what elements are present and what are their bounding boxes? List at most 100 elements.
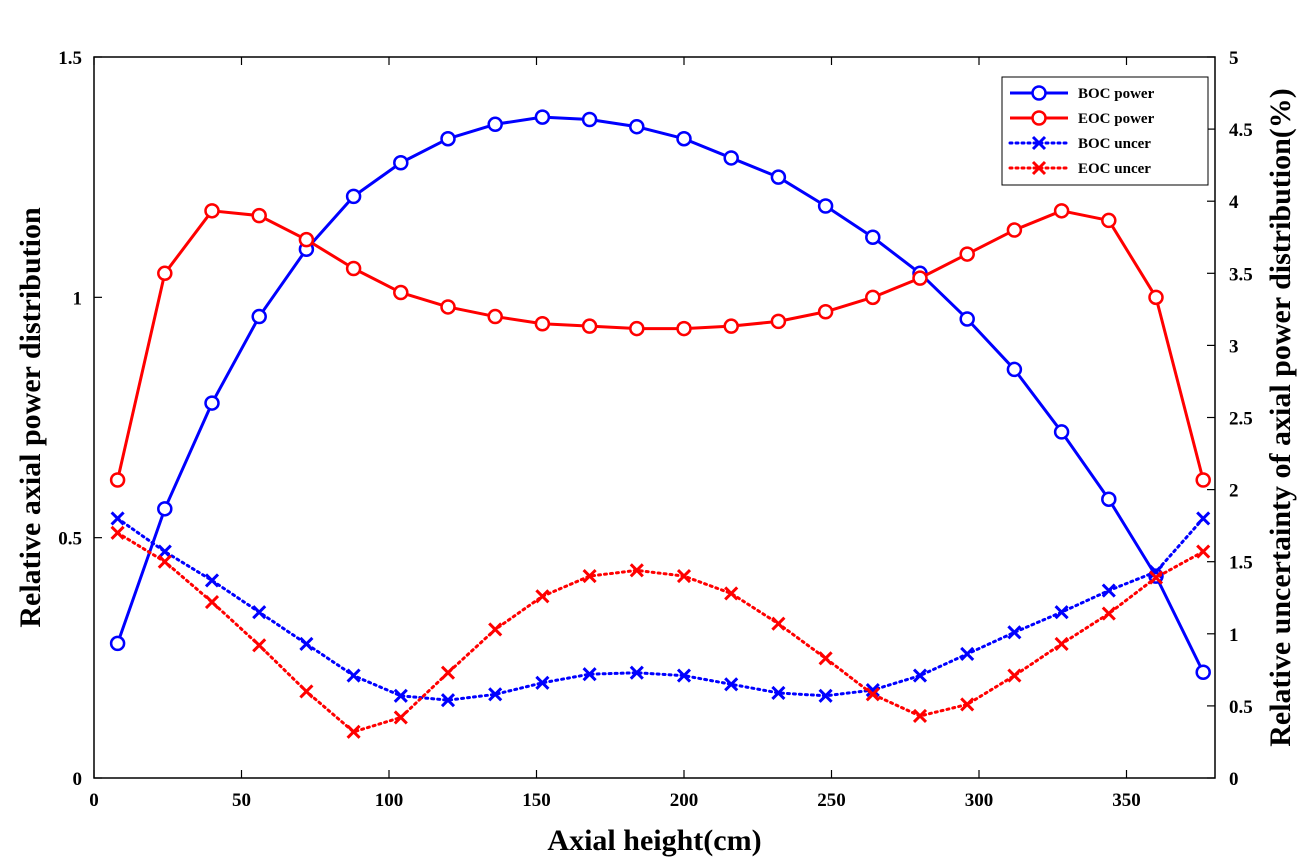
- data-point: [629, 563, 644, 578]
- data-point: [676, 569, 692, 584]
- data-point: [251, 207, 267, 224]
- data-point: [346, 724, 361, 739]
- data-point: [676, 668, 692, 683]
- data-point: [912, 708, 928, 724]
- x-tick-label: 100: [375, 790, 404, 811]
- data-point: [724, 677, 739, 692]
- axes: 0 50 100 150 200 250 300 350 0 0.5 1 1.5 0 0.5 1 1.5 2 2.…: [58, 48, 1253, 811]
- series-boc-uncer: [110, 511, 1211, 708]
- data-point: [204, 595, 220, 610]
- data-point: [157, 501, 173, 517]
- data-point: [346, 668, 361, 683]
- data-point: [912, 668, 928, 683]
- data-point: [581, 318, 598, 334]
- y2-tick-label: 0: [1229, 769, 1239, 790]
- series-boc-power: [109, 109, 1211, 681]
- data-point: [1196, 511, 1211, 526]
- x-tick-label: 0: [89, 790, 99, 811]
- legend: BOC power EOC power BOC uncer EOC uncer: [1001, 76, 1209, 186]
- data-point: [393, 284, 409, 301]
- data-point: [393, 688, 408, 703]
- legend-label: EOC power: [1078, 111, 1155, 127]
- y2-tick-label: 2: [1229, 481, 1239, 502]
- data-point: [676, 130, 692, 147]
- data-point: [865, 687, 880, 702]
- y2-tick-label: 0.5: [1229, 697, 1253, 718]
- data-point: [345, 188, 362, 205]
- legend-marker: [1031, 110, 1047, 126]
- data-point: [1195, 472, 1211, 488]
- data-point: [960, 646, 975, 662]
- data-point: [818, 688, 833, 703]
- data-point: [299, 636, 314, 651]
- y2-tick-label: 2.5: [1229, 409, 1253, 430]
- series-line: [116, 531, 1205, 734]
- data-point: [299, 684, 314, 699]
- data-point: [109, 472, 126, 488]
- data-point: [1054, 605, 1069, 620]
- data-point: [629, 118, 645, 135]
- data-point: [770, 169, 787, 185]
- data-point: [1006, 361, 1023, 378]
- data-point: [817, 198, 834, 214]
- data-point: [1195, 664, 1211, 681]
- data-point: [252, 605, 267, 620]
- data-point: [817, 304, 834, 320]
- series-line: [116, 209, 1205, 481]
- data-point: [1007, 625, 1022, 640]
- data-point: [1101, 212, 1117, 229]
- data-point: [724, 586, 739, 601]
- x-axis-title: Axial height(cm): [547, 824, 761, 857]
- data-point: [110, 525, 125, 540]
- data-point: [723, 318, 739, 334]
- data-point: [581, 111, 598, 128]
- data-point: [534, 109, 551, 125]
- data-point: [1101, 606, 1116, 621]
- data-point: [1196, 544, 1211, 559]
- series-line: [116, 115, 1205, 673]
- data-point: [676, 320, 692, 337]
- series-eoc-uncer: [110, 525, 1211, 739]
- y-axis-title: Relative axial power distribution: [14, 207, 47, 628]
- legend-label: EOC uncer: [1078, 161, 1151, 177]
- data-point: [865, 682, 880, 698]
- y2-tick-label: 4.5: [1229, 120, 1253, 141]
- data-point: [204, 573, 220, 588]
- y2-axis-title: Relative uncertainty of axial power dist…: [1264, 88, 1297, 747]
- data-point: [440, 665, 456, 680]
- data-point: [1101, 583, 1116, 598]
- data-point: [912, 270, 928, 286]
- x-tick-label: 250: [817, 790, 846, 811]
- legend-marker: [1031, 160, 1047, 176]
- data-point: [298, 231, 315, 248]
- plot-series: [109, 109, 1211, 739]
- data-point: [488, 687, 503, 702]
- data-point: [1148, 570, 1164, 585]
- data-point: [1101, 491, 1117, 507]
- y-tick-label: 1: [73, 288, 83, 309]
- data-point: [345, 260, 362, 277]
- x-tick-label: 300: [965, 790, 994, 811]
- y2-tick-label: 5: [1229, 48, 1239, 69]
- data-point: [109, 635, 126, 652]
- y2-tick-label: 1: [1229, 625, 1239, 646]
- data-point: [1148, 289, 1164, 306]
- legend-marker: [1031, 135, 1047, 151]
- data-point: [110, 511, 125, 526]
- legend-label: BOC power: [1078, 86, 1155, 102]
- y-tick-label: 0.5: [58, 529, 82, 550]
- data-point: [629, 665, 644, 680]
- data-point: [393, 154, 409, 171]
- data-point: [534, 316, 551, 332]
- data-point: [535, 675, 550, 690]
- data-point: [959, 311, 975, 327]
- data-point: [487, 116, 503, 133]
- data-point: [487, 308, 503, 325]
- data-point: [535, 589, 550, 604]
- data-point: [440, 130, 456, 147]
- data-point: [393, 710, 408, 725]
- x-tick-label: 150: [522, 790, 551, 811]
- y2-tick-label: 3.5: [1229, 264, 1253, 285]
